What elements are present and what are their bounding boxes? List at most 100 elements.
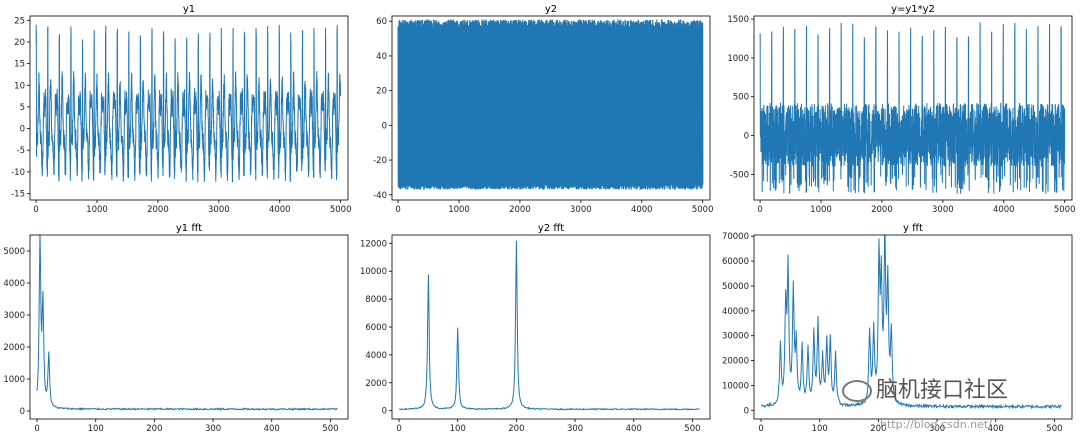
- y-tick-label: 1000: [3, 375, 25, 385]
- x-tick-label: 2000: [509, 205, 531, 215]
- x-tick-label: 100: [450, 424, 466, 434]
- axes-frame: [391, 15, 711, 201]
- y-tick-label: -40: [373, 191, 387, 201]
- x-tick-label: 3000: [932, 205, 954, 215]
- y-tick-label: 8000: [365, 295, 387, 305]
- subplot-1: y1 0 1000 2000 3000 4000 5000 -15 -10 -5 0 5 10 15 20 2…: [11, 4, 351, 215]
- y-tick-label: 5: [20, 103, 25, 113]
- y-tick-label: 0: [20, 407, 25, 417]
- y-tick-label: 40: [376, 52, 387, 62]
- y-tick-label: 20: [376, 87, 387, 97]
- data-line: [35, 24, 342, 183]
- y-tick-label: 5000: [3, 247, 25, 257]
- x-tick-label: 0: [33, 205, 38, 215]
- y-tick-label: 6000: [365, 323, 387, 333]
- axes-frame: [753, 15, 1073, 201]
- data-line: [397, 19, 704, 190]
- y-tick-label: 10000: [722, 381, 749, 391]
- chart-title: y1: [183, 4, 195, 15]
- y-tick-label: -20: [373, 156, 387, 166]
- y-tick-label: 40000: [722, 307, 749, 317]
- x-tick-label: 500: [1046, 424, 1062, 434]
- x-tick-label: 5000: [1054, 205, 1076, 215]
- x-tick-label: 2000: [147, 205, 169, 215]
- y-tick-label: 1000: [727, 54, 749, 64]
- chart-title: y2 fft: [538, 223, 564, 234]
- axes-frame: [29, 15, 349, 201]
- chart-title: y=y1*y2: [891, 4, 935, 15]
- y-tick-label: -500: [730, 170, 749, 180]
- x-tick-label: 3000: [570, 205, 592, 215]
- subplot-3: y=y1*y2 0 1000 2000 3000 4000 5000 -500 0 500 1000…: [727, 4, 1075, 215]
- wechat-icon: [842, 380, 872, 402]
- chart-title: y1 fft: [176, 223, 202, 234]
- subplot-5: y2 fft 0 100 200 300 400 500 0 2000 4000 6000 8000 1…: [360, 223, 711, 434]
- axes-frame: [29, 234, 349, 420]
- axes-frame: [753, 234, 1073, 420]
- x-tick-label: 5000: [330, 205, 352, 215]
- x-tick-label: 0: [396, 424, 401, 434]
- x-tick-label: 200: [146, 424, 162, 434]
- y-tick-label: 60: [376, 17, 387, 27]
- subplot-6: y fft 0 100 200 300 400 500 0 10000 20000 30000 400…: [722, 223, 1073, 434]
- y-tick-label: 10000: [360, 267, 387, 277]
- x-tick-label: 4000: [269, 205, 291, 215]
- y-tick-label: -15: [11, 190, 25, 200]
- x-tick-label: 100: [88, 424, 104, 434]
- data-line: [398, 240, 700, 411]
- chart-title: y2: [545, 4, 557, 15]
- x-tick-label: 200: [870, 424, 886, 434]
- y-tick-label: 10: [14, 81, 25, 91]
- x-tick-label: 100: [812, 424, 828, 434]
- data-line: [36, 235, 338, 411]
- chart-title: y fft: [903, 223, 923, 234]
- x-tick-label: 200: [508, 424, 524, 434]
- x-tick-label: 3000: [208, 205, 230, 215]
- x-tick-label: 0: [395, 205, 400, 215]
- watermark-label: 脑机接口社区: [876, 378, 1009, 403]
- x-tick-label: 500: [684, 424, 700, 434]
- x-tick-label: 500: [322, 424, 338, 434]
- x-tick-label: 5000: [692, 205, 714, 215]
- y-tick-label: 20000: [722, 357, 749, 367]
- data-line: [760, 235, 1062, 410]
- y-tick-label: 0: [382, 407, 387, 417]
- y-tick-label: 3000: [3, 311, 25, 321]
- y-tick-label: 25: [14, 16, 25, 26]
- axes-frame: [391, 234, 711, 420]
- y-tick-label: 60000: [722, 257, 749, 267]
- y-tick-label: 12000: [360, 239, 387, 249]
- y-tick-label: 0: [20, 125, 25, 135]
- x-tick-label: 300: [929, 424, 945, 434]
- y-tick-label: 0: [382, 121, 387, 131]
- x-tick-label: 1000: [448, 205, 470, 215]
- x-tick-label: 0: [34, 424, 39, 434]
- x-tick-label: 0: [757, 205, 762, 215]
- x-tick-label: 400: [988, 424, 1004, 434]
- x-tick-label: 400: [626, 424, 642, 434]
- watermark-url: http://blog.csdn.net/...: [880, 418, 1003, 431]
- y-tick-label: 500: [733, 93, 749, 103]
- x-tick-label: 0: [758, 424, 763, 434]
- data-line: [759, 22, 1066, 194]
- y-tick-label: 2000: [3, 343, 25, 353]
- x-tick-label: 300: [205, 424, 221, 434]
- y-tick-label: 4000: [3, 279, 25, 289]
- x-tick-label: 4000: [631, 205, 653, 215]
- y-tick-label: 30000: [722, 332, 749, 342]
- y-tick-label: 50000: [722, 282, 749, 292]
- x-tick-label: 4000: [993, 205, 1015, 215]
- y-tick-label: 4000: [365, 351, 387, 361]
- y-tick-label: 0: [744, 406, 749, 416]
- watermark: 脑机接口社区: [842, 372, 1008, 404]
- y-tick-label: -10: [11, 168, 25, 178]
- y-tick-label: 70000: [722, 232, 749, 242]
- x-tick-label: 1000: [810, 205, 832, 215]
- x-tick-label: 2000: [871, 205, 893, 215]
- x-tick-label: 400: [264, 424, 280, 434]
- subplot-2: y2 0 1000 2000 3000 4000 5000 -40 -20 0 20 40 60: [373, 4, 713, 215]
- y-tick-label: 1500: [727, 15, 749, 25]
- y-tick-label: 2000: [365, 379, 387, 389]
